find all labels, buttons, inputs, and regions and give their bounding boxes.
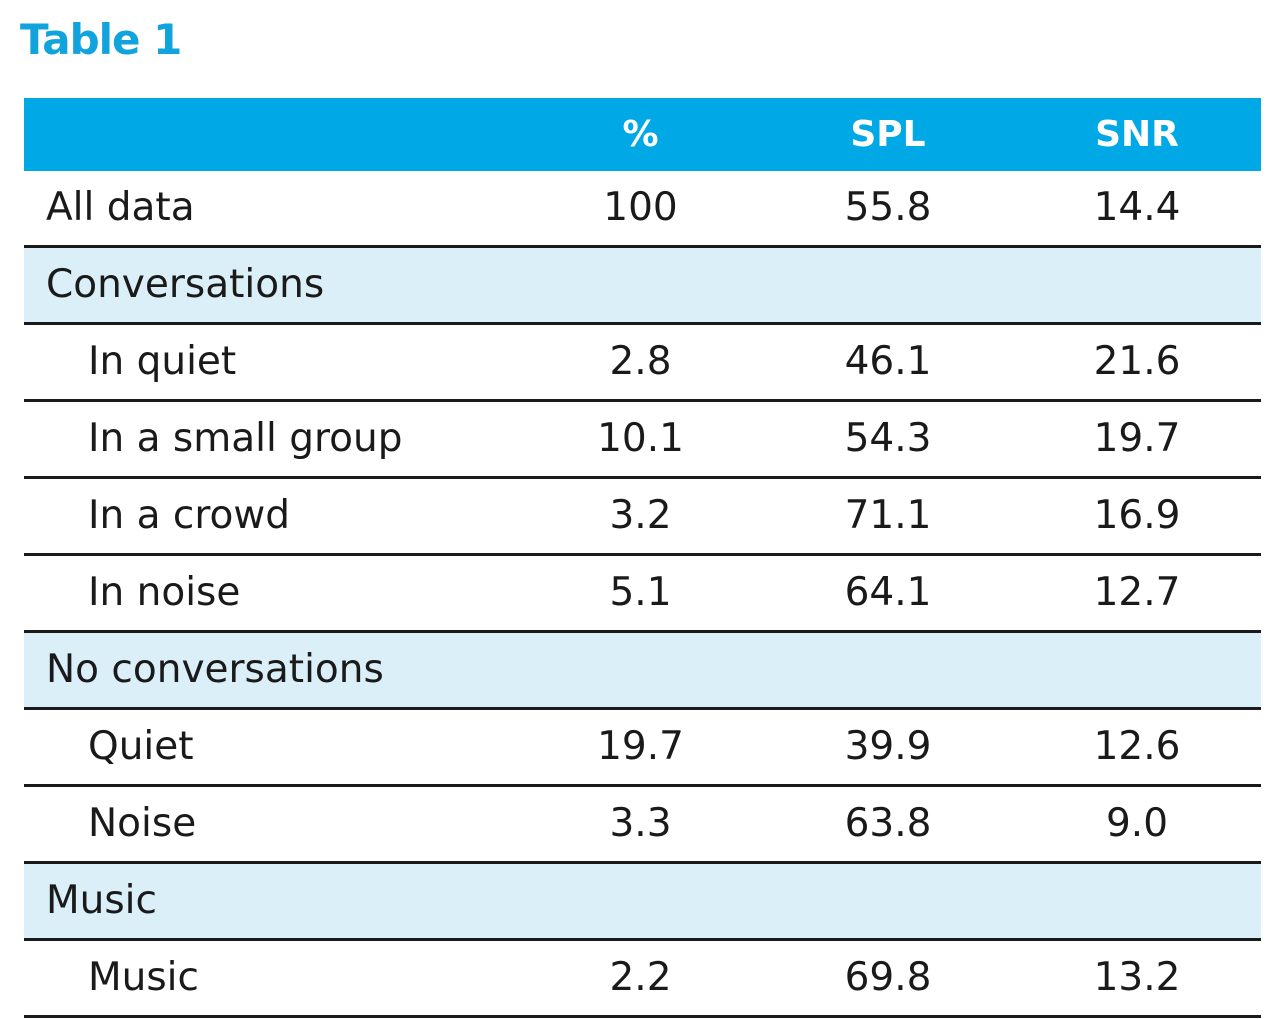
section-row: Music [24, 862, 1261, 941]
section-label: No conversations [24, 631, 1261, 710]
cell-percent: 100 [518, 171, 763, 248]
table-row: In quiet 2.8 46.1 21.6 [24, 323, 1261, 402]
row-label: Noise [24, 785, 518, 864]
table-row: In a small group 10.1 54.3 19.7 [24, 400, 1261, 479]
header-label-column [24, 98, 518, 171]
cell-snr: 12.6 [1013, 708, 1261, 787]
table-body: All data 100 55.8 14.4 Conversations In quiet… [24, 171, 1261, 1018]
cell-spl: 69.8 [763, 939, 1013, 1018]
row-label: In a crowd [24, 477, 518, 556]
cell-snr: 9.0 [1013, 785, 1261, 864]
cell-percent: 3.3 [518, 785, 763, 864]
cell-spl: 55.8 [763, 171, 1013, 248]
table-row: Music 2.2 69.8 13.2 [24, 939, 1261, 1018]
table-row: In noise 5.1 64.1 12.7 [24, 554, 1261, 633]
row-label: In noise [24, 554, 518, 633]
cell-snr: 14.4 [1013, 171, 1261, 248]
table-row: Quiet 19.7 39.9 12.6 [24, 708, 1261, 787]
cell-snr: 16.9 [1013, 477, 1261, 556]
cell-snr: 13.2 [1013, 939, 1261, 1018]
row-label: In a small group [24, 400, 518, 479]
header-snr: SNR [1095, 114, 1179, 155]
data-table: % SPL SNR All data 100 55.8 14.4 Conversatio… [24, 98, 1261, 1018]
row-label: In quiet [24, 323, 518, 402]
table-row: All data 100 55.8 14.4 [24, 171, 1261, 248]
cell-spl: 46.1 [763, 323, 1013, 402]
row-label: All data [24, 171, 518, 248]
cell-percent: 3.2 [518, 477, 763, 556]
cell-snr: 12.7 [1013, 554, 1261, 633]
cell-snr: 19.7 [1013, 400, 1261, 479]
cell-spl: 64.1 [763, 554, 1013, 633]
header-percent: % [622, 114, 659, 155]
header-row: % SPL SNR [24, 98, 1261, 171]
row-label: Quiet [24, 708, 518, 787]
table-title: Table 1 [20, 15, 182, 64]
cell-spl: 63.8 [763, 785, 1013, 864]
table-header: % SPL SNR [24, 98, 1261, 171]
cell-spl: 71.1 [763, 477, 1013, 556]
section-row: No conversations [24, 631, 1261, 710]
table-row: In a crowd 3.2 71.1 16.9 [24, 477, 1261, 556]
cell-percent: 2.2 [518, 939, 763, 1018]
table-row: Noise 3.3 63.8 9.0 [24, 785, 1261, 864]
section-row: Conversations [24, 246, 1261, 325]
cell-spl: 54.3 [763, 400, 1013, 479]
cell-snr: 21.6 [1013, 323, 1261, 402]
cell-percent: 19.7 [518, 708, 763, 787]
row-label: Music [24, 939, 518, 1018]
cell-percent: 10.1 [518, 400, 763, 479]
header-spl: SPL [850, 114, 926, 155]
cell-percent: 2.8 [518, 323, 763, 402]
cell-spl: 39.9 [763, 708, 1013, 787]
section-label: Conversations [24, 246, 1261, 325]
cell-percent: 5.1 [518, 554, 763, 633]
section-label: Music [24, 862, 1261, 941]
